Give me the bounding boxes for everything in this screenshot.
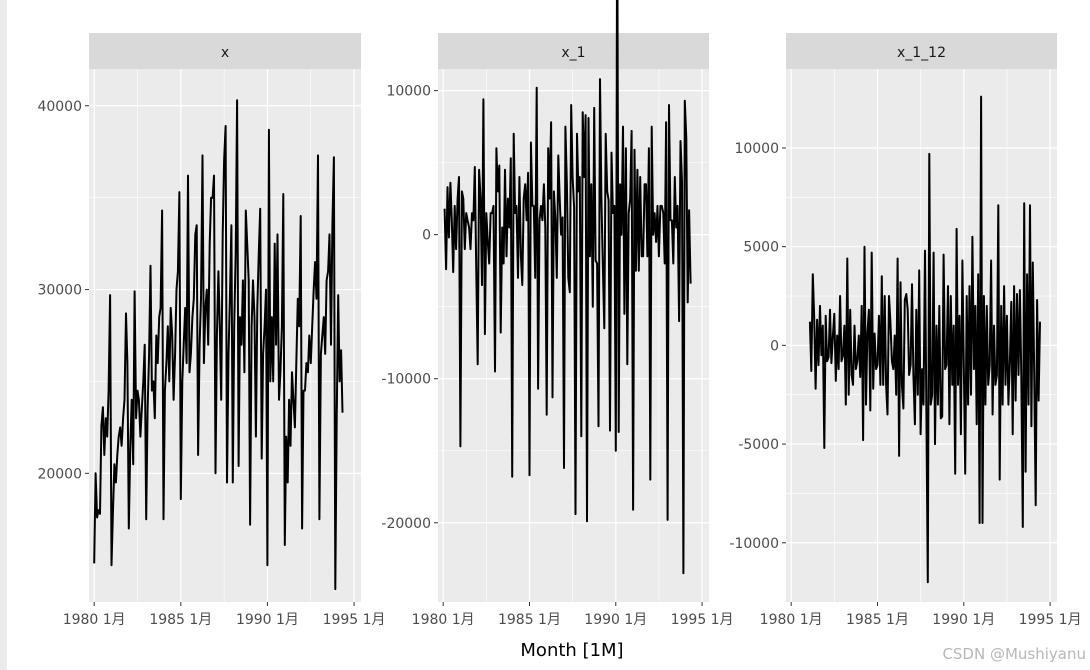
strip-label: x [221, 45, 229, 61]
x-axis-title: Month [1M] [520, 640, 623, 661]
x-tick-label: 1985 1月 [149, 612, 212, 628]
facet-x_1_12: x_1_12 1980 1月 1985 1月 1990 1月 1995 1月 -10000… [729, 33, 1082, 628]
strip-background [89, 33, 361, 69]
y-tick-label: -10000 [381, 372, 431, 388]
y-tick-label: 40000 [37, 99, 82, 115]
y-tick-label: 30000 [37, 283, 82, 299]
series-line-x_1_12 [808, 95, 1041, 584]
y-tick-label: -5000 [738, 437, 779, 453]
x-tick-label: 1980 1月 [412, 612, 475, 628]
y-tick-label: 10000 [386, 84, 431, 100]
strip-background [438, 33, 709, 69]
x-tick-label: 1995 1月 [1019, 612, 1082, 628]
x-tick-label: 1980 1月 [63, 612, 126, 628]
y-tick-label: 0 [770, 338, 779, 354]
y-tick-label: 10000 [734, 141, 779, 157]
y-tick-label: -20000 [381, 516, 431, 532]
strip-label: x_1_12 [897, 45, 946, 61]
x-tick-label: 1990 1月 [932, 612, 995, 628]
y-tick-label: 20000 [37, 466, 82, 482]
strip-label: x_1 [561, 45, 585, 61]
facet-panels: x 1980 1月 1985 1月 1990 1月 1995 1月 20000 30000 4… [37, 0, 1082, 628]
x-tick-label: 1995 1月 [671, 612, 734, 628]
series-line-x_1 [443, 0, 692, 575]
facet-x_1: x_1 1980 1月 1985 1月 1990 1月 1995 1月 -20000 -10… [381, 0, 734, 628]
y-tick-label: 0 [422, 228, 431, 244]
y-tick-label: 5000 [743, 240, 779, 256]
x-tick-label: 1990 1月 [236, 612, 299, 628]
strip-background [786, 33, 1057, 69]
facet-x: x 1980 1月 1985 1月 1990 1月 1995 1月 20000 30000 4… [37, 33, 386, 628]
x-tick-label: 1995 1月 [323, 612, 386, 628]
x-tick-label: 1990 1月 [584, 612, 647, 628]
x-tick-label: 1985 1月 [846, 612, 909, 628]
left-edge-strip [0, 0, 7, 670]
watermark-text: CSDN @Mushiyanu [942, 645, 1086, 663]
series-line-x [93, 99, 344, 591]
x-tick-label: 1980 1月 [760, 612, 823, 628]
y-tick-label: -10000 [729, 536, 779, 552]
x-tick-label: 1985 1月 [498, 612, 561, 628]
